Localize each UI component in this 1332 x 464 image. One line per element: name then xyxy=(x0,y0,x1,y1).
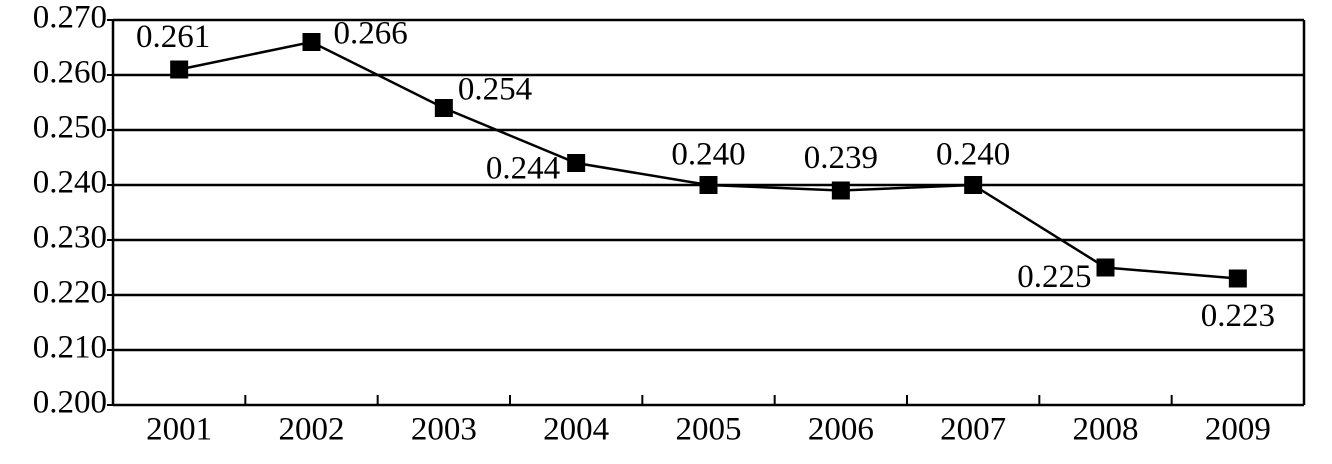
y-tick-label: 0.240 xyxy=(33,165,107,201)
x-tick-label: 2005 xyxy=(676,412,742,448)
y-tick-label: 0.210 xyxy=(33,330,107,366)
x-tick-label: 2002 xyxy=(279,412,345,448)
data-label: 0.240 xyxy=(671,137,745,173)
marker xyxy=(434,99,453,117)
marker xyxy=(567,154,586,172)
marker xyxy=(1228,269,1247,288)
x-tick-label: 2003 xyxy=(411,412,477,448)
y-tick-label: 0.200 xyxy=(33,385,107,421)
y-tick-label: 0.220 xyxy=(33,275,107,311)
y-tick-label: 0.270 xyxy=(33,0,107,36)
y-tick-label: 0.230 xyxy=(33,220,107,256)
data-label: 0.239 xyxy=(804,140,878,176)
marker xyxy=(964,176,983,194)
marker xyxy=(302,33,321,51)
data-label: 0.261 xyxy=(136,19,210,55)
y-tick-label: 0.260 xyxy=(33,55,107,91)
marker xyxy=(170,60,189,79)
data-label: 0.225 xyxy=(1017,259,1091,295)
x-tick-label: 2009 xyxy=(1205,412,1271,448)
x-tick-label: 2006 xyxy=(808,412,874,448)
data-label: 0.240 xyxy=(936,137,1010,173)
marker xyxy=(699,176,718,194)
x-tick-label: 2001 xyxy=(146,412,212,448)
data-label: 0.254 xyxy=(458,72,532,108)
marker xyxy=(1096,258,1115,277)
data-label: 0.223 xyxy=(1201,298,1275,334)
data-label: 0.244 xyxy=(486,151,560,187)
x-tick-label: 2007 xyxy=(940,412,1006,448)
x-tick-label: 2004 xyxy=(543,412,609,448)
y-tick-label: 0.250 xyxy=(33,110,107,146)
x-tick-label: 2008 xyxy=(1073,412,1139,448)
data-label: 0.266 xyxy=(334,16,408,52)
marker xyxy=(831,181,850,200)
